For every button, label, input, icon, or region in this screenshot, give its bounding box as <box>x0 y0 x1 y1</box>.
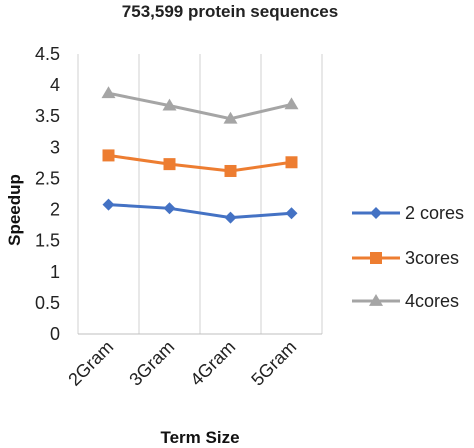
series-line <box>108 203 292 220</box>
legend: 2 cores 3cores 4cores <box>352 203 464 311</box>
y-tick-labels: 0 0.5 1 1.5 2 2.5 3 3.5 4 4.5 <box>35 44 60 344</box>
data-point-marker <box>162 98 177 111</box>
x-tick-label: 2Gram <box>64 337 117 390</box>
x-tick-label: 4Gram <box>186 337 239 390</box>
data-point-marker <box>102 149 115 162</box>
series-4cores <box>101 86 299 124</box>
data-point-marker <box>163 202 176 215</box>
legend-label: 2 cores <box>405 203 464 223</box>
legend-item: 2 cores <box>352 203 464 223</box>
legend-item: 3cores <box>352 248 459 268</box>
y-tick-label: 1.5 <box>35 231 60 251</box>
x-tick-labels: 2Gram 3Gram 4Gram 5Gram <box>64 337 300 390</box>
y-tick-label: 2.5 <box>35 168 60 188</box>
data-point-marker <box>101 86 116 99</box>
series-3cores <box>102 149 298 177</box>
data-point-marker <box>163 158 176 171</box>
y-tick-label: 4.5 <box>35 44 60 64</box>
y-axis-label: Speedup <box>5 174 24 246</box>
y-tick-label: 4 <box>50 75 60 95</box>
data-point-marker <box>102 198 115 211</box>
legend-label: 4cores <box>405 291 459 311</box>
data-point-marker <box>369 294 383 306</box>
data-point-marker <box>285 156 298 169</box>
legend-item: 4cores <box>352 291 459 311</box>
x-tick-label: 5Gram <box>247 337 300 390</box>
data-point-marker <box>224 211 237 224</box>
grid-lines <box>77 54 323 335</box>
data-point-marker <box>223 111 238 124</box>
series-line <box>108 91 292 121</box>
data-point-marker <box>370 207 382 219</box>
x-axis-label: Term Size <box>160 428 239 447</box>
series-line <box>108 153 292 173</box>
series-group <box>101 86 299 224</box>
data-point-marker <box>284 97 299 110</box>
chart-title: 753,599 protein sequences <box>122 2 338 21</box>
y-tick-label: 3 <box>50 137 60 157</box>
legend-label: 3cores <box>405 248 459 268</box>
y-tick-label: 1 <box>50 262 60 282</box>
data-point-marker <box>285 207 298 220</box>
data-point-marker <box>370 252 382 264</box>
data-point-marker <box>224 164 237 177</box>
x-tick-label: 3Gram <box>125 337 178 390</box>
y-tick-label: 3.5 <box>35 106 60 126</box>
y-tick-label: 0 <box>50 324 60 344</box>
y-tick-label: 0.5 <box>35 293 60 313</box>
series-2-cores <box>102 198 298 224</box>
y-tick-label: 2 <box>50 200 60 220</box>
